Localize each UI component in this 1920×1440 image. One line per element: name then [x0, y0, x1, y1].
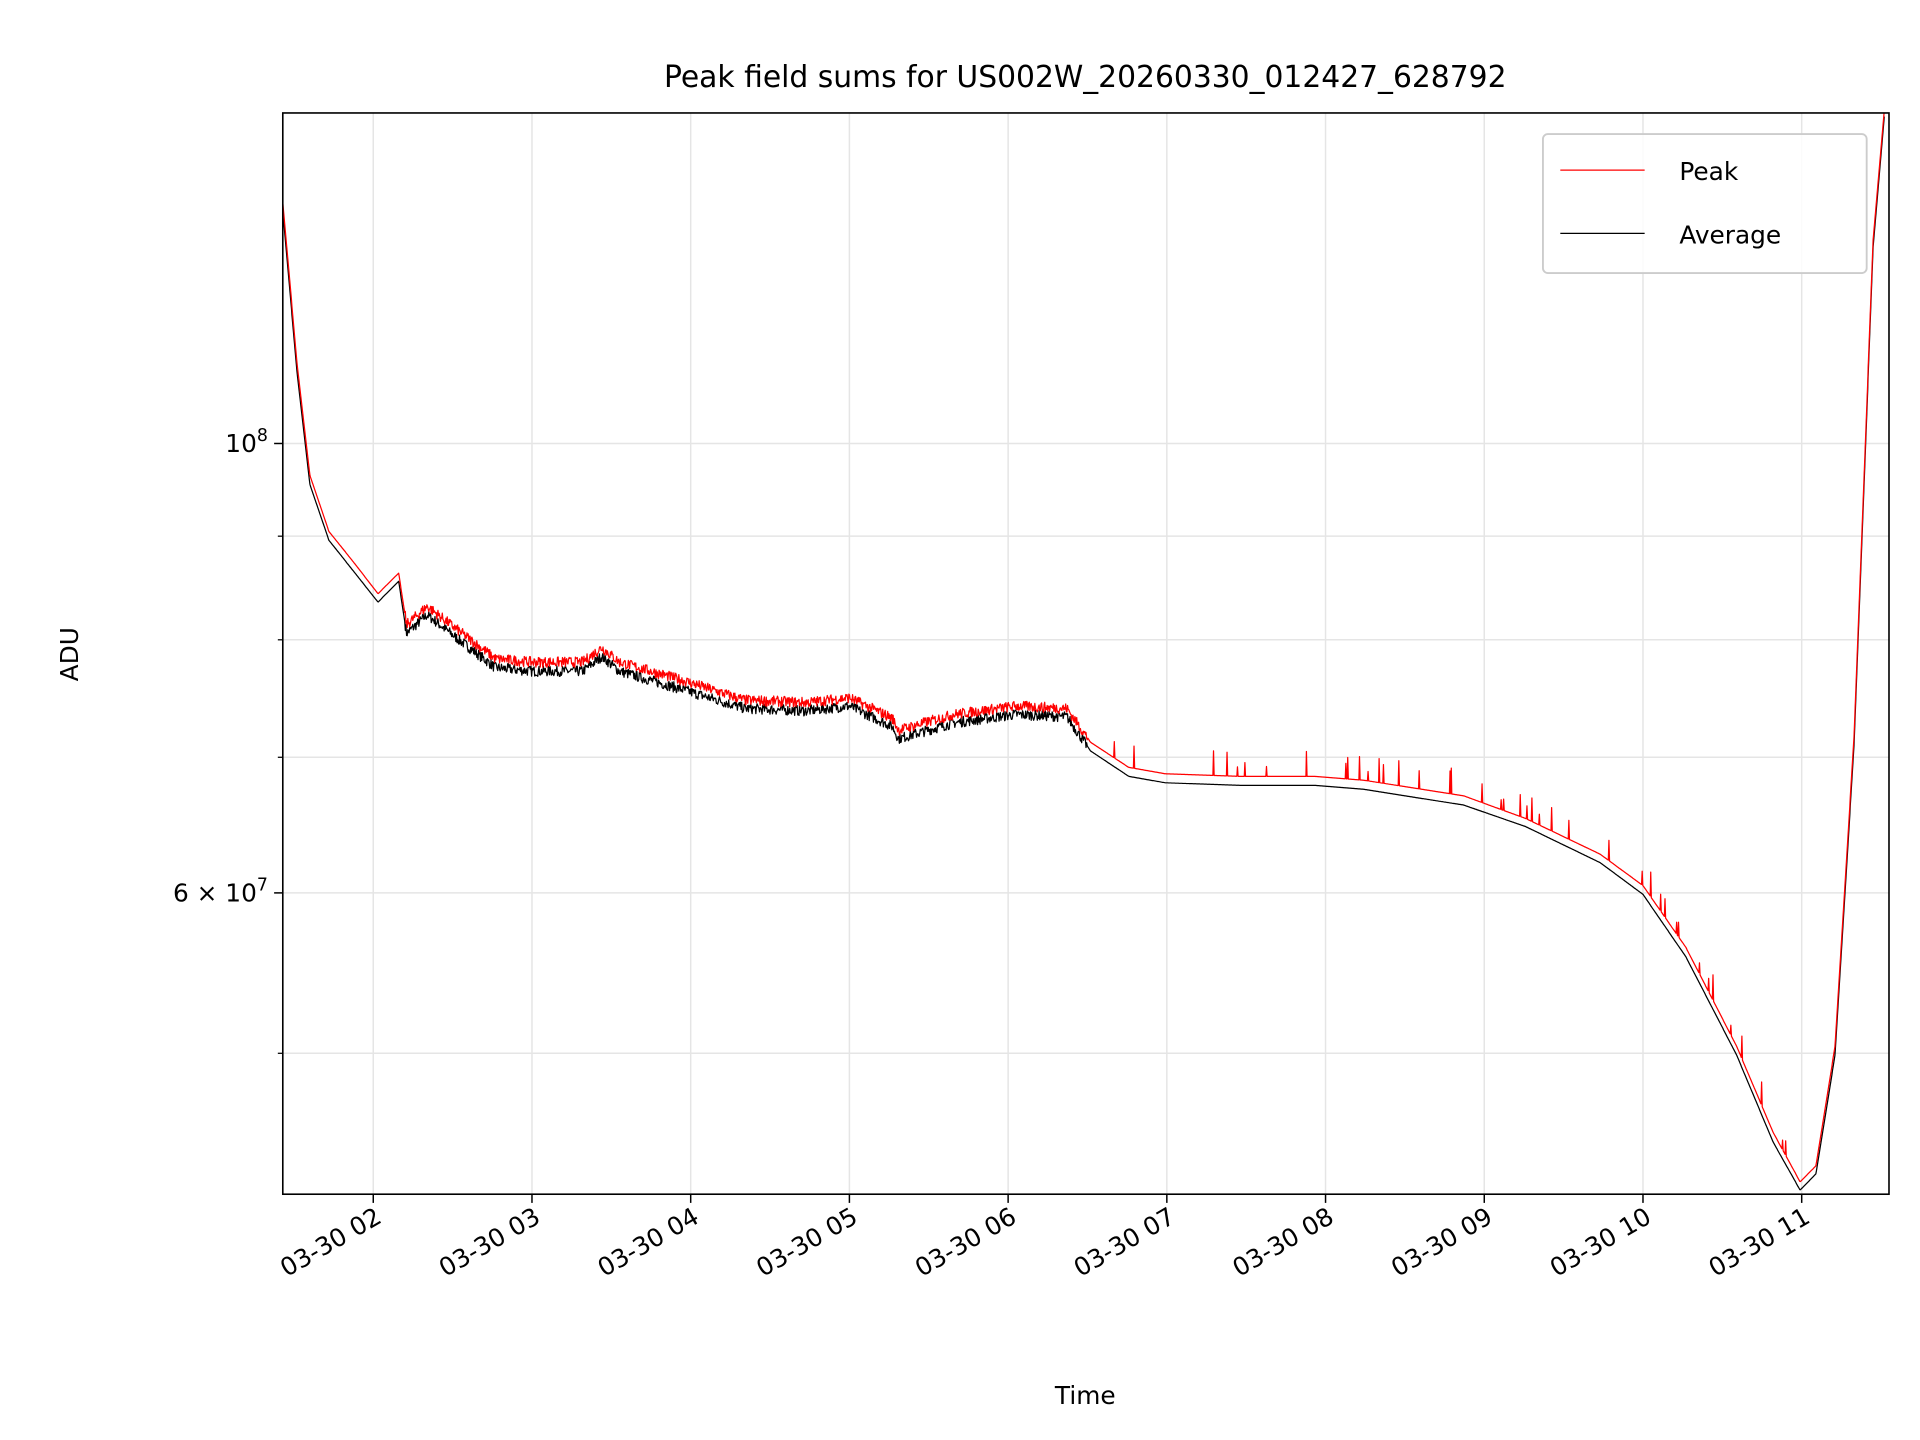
legend-label-peak: Peak — [1679, 157, 1738, 186]
legend: Peak Average — [1542, 133, 1868, 275]
y-tick-label: 6 × 107 — [173, 875, 268, 907]
y-tick-label: 108 — [225, 426, 268, 458]
series-line-peak — [282, 112, 1885, 1183]
plot-frame — [281, 112, 1890, 1196]
y-tick-base: 10 — [225, 429, 257, 458]
y-axis-label: ADU — [55, 627, 84, 681]
y-tick-base: 10 — [225, 879, 257, 908]
grid — [282, 112, 1889, 1195]
chart-title: Peak field sums for US002W_20260330_0124… — [664, 60, 1507, 95]
y-tick-prefix: 6 × — [173, 879, 225, 908]
series-line-average — [282, 116, 1885, 1191]
series-group — [282, 112, 1885, 1191]
legend-label-average: Average — [1679, 220, 1781, 249]
y-tick-exponent: 7 — [257, 875, 268, 895]
x-axis-label: Time — [1054, 1381, 1116, 1410]
legend-box — [1542, 133, 1868, 275]
y-tick-exponent: 8 — [257, 426, 268, 446]
